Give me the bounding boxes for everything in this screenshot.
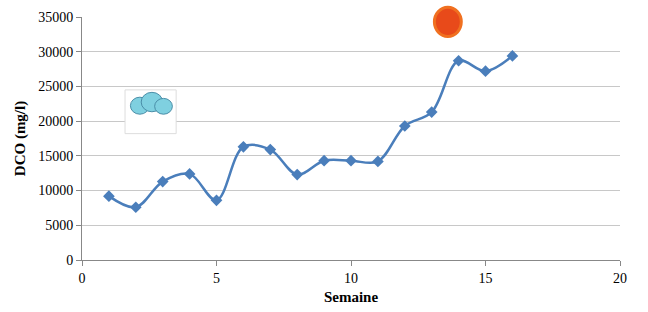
svg-text:5000: 5000 (45, 218, 73, 233)
svg-text:0: 0 (79, 271, 86, 286)
svg-text:10000: 10000 (38, 183, 73, 198)
svg-text:20: 20 (613, 271, 627, 286)
svg-text:35000: 35000 (38, 10, 73, 25)
svg-text:20000: 20000 (38, 114, 73, 129)
svg-text:25000: 25000 (38, 79, 73, 94)
svg-text:Semaine: Semaine (324, 289, 379, 305)
svg-text:10: 10 (344, 271, 358, 286)
svg-text:5: 5 (213, 271, 220, 286)
svg-text:15: 15 (479, 271, 493, 286)
svg-text:0: 0 (66, 253, 73, 268)
svg-text:DCO (mg/l): DCO (mg/l) (12, 101, 29, 176)
svg-text:15000: 15000 (38, 149, 73, 164)
svg-text:30000: 30000 (38, 45, 73, 60)
